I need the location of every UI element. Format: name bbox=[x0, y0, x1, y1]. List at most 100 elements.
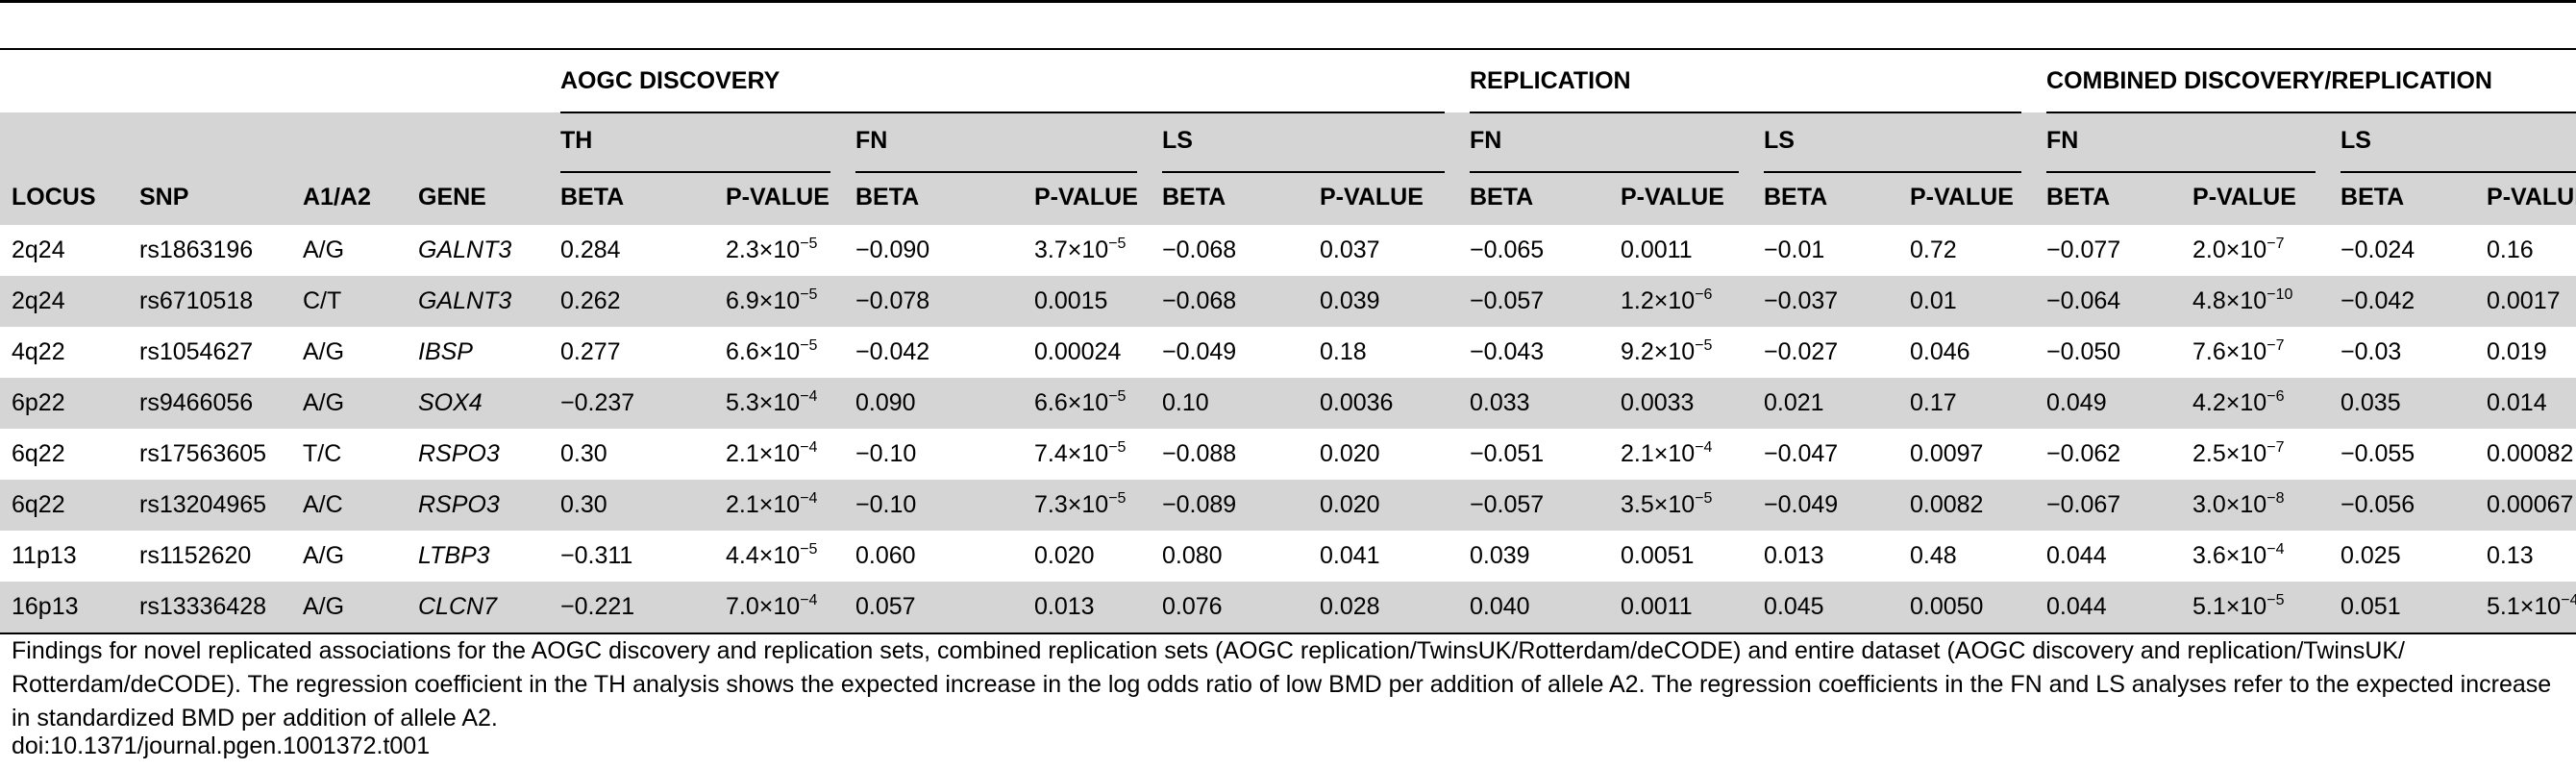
pvalue-exponent: −5 bbox=[1695, 490, 1713, 507]
table-cell: −0.049 bbox=[1151, 327, 1308, 378]
table-cell: IBSP bbox=[407, 327, 549, 378]
table-row: 11p13 rs1152620 A/G LTBP3 −0.311 4.4×10−5 0.06… bbox=[0, 531, 2576, 582]
table-cell: A/G bbox=[291, 531, 407, 582]
table-cell: −0.03 bbox=[2329, 327, 2476, 378]
sub-header-th: TH bbox=[560, 127, 844, 173]
table-cell: 0.284 bbox=[549, 225, 714, 276]
table-cell: 6q22 bbox=[0, 429, 128, 480]
table-cell: 2q24 bbox=[0, 225, 128, 276]
table-cell: 4.4×10−5 bbox=[714, 531, 844, 582]
table-cell: 0.033 bbox=[1458, 378, 1609, 429]
table-cell: 0.00024 bbox=[1023, 327, 1151, 378]
pvalue-mantissa: 2.1 bbox=[726, 491, 759, 518]
table-cell: −0.047 bbox=[1752, 429, 1898, 480]
table-cell: −0.221 bbox=[549, 582, 714, 633]
table-cell: 0.16 bbox=[2475, 225, 2576, 276]
pvalue-exponent: −5 bbox=[800, 236, 818, 252]
table-cell: 0.00067 bbox=[2475, 480, 2576, 531]
table-cell: 2.0×10−7 bbox=[2181, 225, 2330, 276]
table-cell: 6.6×10−5 bbox=[1023, 378, 1151, 429]
table-cell: −0.10 bbox=[844, 429, 1023, 480]
table-cell: −0.237 bbox=[549, 378, 714, 429]
results-table: AOGC DISCOVERY REPLICATION COMBINED DISC… bbox=[0, 50, 2576, 633]
table-cell: −0.077 bbox=[2035, 225, 2182, 276]
pvalue-mantissa: 4.4 bbox=[726, 542, 759, 569]
pvalue-mantissa: 4.8 bbox=[2192, 287, 2226, 314]
table-cell: 0.00082 bbox=[2475, 429, 2576, 480]
pvalue-mantissa: 2.1 bbox=[1621, 440, 1654, 467]
pvalue-mantissa: 3.7 bbox=[1034, 236, 1068, 263]
table-cell: −0.078 bbox=[844, 276, 1023, 327]
table-cell: −0.089 bbox=[1151, 480, 1308, 531]
table-cell: 0.18 bbox=[1308, 327, 1458, 378]
table-cell: −0.01 bbox=[1752, 225, 1898, 276]
table-cell: 0.045 bbox=[1752, 582, 1898, 633]
column-header-snp: SNP bbox=[128, 169, 291, 225]
table-cell: rs1054627 bbox=[128, 327, 291, 378]
table-cell: 0.037 bbox=[1308, 225, 1458, 276]
table-cell: 0.039 bbox=[1458, 531, 1609, 582]
table-footnote: Findings for novel replicated associatio… bbox=[12, 637, 2552, 732]
pvalue-mantissa: 3.5 bbox=[1621, 491, 1654, 518]
table-cell: −0.068 bbox=[1151, 276, 1308, 327]
pvalue-exponent: −6 bbox=[2266, 388, 2285, 405]
sub-header-ls: LS bbox=[1764, 127, 2035, 173]
table-row: 2q24 rs6710518 C/T GALNT3 0.262 6.9×10−5 −0.07… bbox=[0, 276, 2576, 327]
table-cell: A/C bbox=[291, 480, 407, 531]
table-cell: 0.019 bbox=[2475, 327, 2576, 378]
table-cell: A/G bbox=[291, 582, 407, 633]
column-header-a1-a2: A1/A2 bbox=[291, 169, 407, 225]
table-cell: 0.041 bbox=[1308, 531, 1458, 582]
sub-header-ls: LS bbox=[2341, 127, 2576, 173]
table-cell: −0.068 bbox=[1151, 225, 1308, 276]
column-header-beta: BETA bbox=[2035, 169, 2182, 225]
table-cell: 6.9×10−5 bbox=[714, 276, 844, 327]
table-cell: 4.8×10−10 bbox=[2181, 276, 2330, 327]
table-cell: −0.057 bbox=[1458, 276, 1609, 327]
table-cell: 0.0011 bbox=[1609, 582, 1752, 633]
table-cell: 0.020 bbox=[1308, 480, 1458, 531]
table-cell: T/C bbox=[291, 429, 407, 480]
pvalue-mantissa: 7.4 bbox=[1034, 440, 1068, 467]
pvalue-mantissa: 5.1 bbox=[2487, 593, 2520, 620]
table-cell: 7.3×10−5 bbox=[1023, 480, 1151, 531]
table-cell: RSPO3 bbox=[407, 480, 549, 531]
pvalue-exponent: −8 bbox=[2266, 490, 2285, 507]
table-cell: 0.039 bbox=[1308, 276, 1458, 327]
pvalue-exponent: −5 bbox=[1108, 439, 1127, 456]
doi-text: doi:10.1371/journal.pgen.1001372.t001 bbox=[12, 732, 431, 759]
table-top-rule bbox=[0, 48, 2576, 50]
pvalue-mantissa: 3.0 bbox=[2192, 491, 2226, 518]
pvalue-mantissa: 6.6 bbox=[726, 338, 759, 365]
pvalue-exponent: −7 bbox=[2266, 439, 2285, 456]
pvalue-exponent: −5 bbox=[1108, 388, 1127, 405]
table-cell: −0.090 bbox=[844, 225, 1023, 276]
table-cell: −0.065 bbox=[1458, 225, 1609, 276]
pvalue-exponent: −5 bbox=[1108, 490, 1127, 507]
column-header-row: LOCUS SNP A1/A2 GENE BETA P-VALUE BETA P-VALUE B… bbox=[0, 169, 2576, 225]
table-cell: 2.3×10−5 bbox=[714, 225, 844, 276]
column-header-beta: BETA bbox=[2329, 169, 2476, 225]
table-cell: 0.01 bbox=[1898, 276, 2036, 327]
table-cell: 7.4×10−5 bbox=[1023, 429, 1151, 480]
table-cell: 3.7×10−5 bbox=[1023, 225, 1151, 276]
table-cell: rs13336428 bbox=[128, 582, 291, 633]
table-cell: 0.044 bbox=[2035, 531, 2182, 582]
group-header-aogc-discovery: AOGC DISCOVERY bbox=[560, 67, 1458, 113]
column-header-beta: BETA bbox=[549, 169, 714, 225]
table-cell: −0.055 bbox=[2329, 429, 2476, 480]
pvalue-exponent: −5 bbox=[800, 286, 818, 303]
table-cell: 3.0×10−8 bbox=[2181, 480, 2330, 531]
table-cell: 6.6×10−5 bbox=[714, 327, 844, 378]
table-cell: 0.72 bbox=[1898, 225, 2036, 276]
top-rule bbox=[0, 0, 2576, 3]
pvalue-exponent: −5 bbox=[1695, 337, 1713, 354]
pvalue-exponent: −4 bbox=[800, 490, 818, 507]
pvalue-exponent: −4 bbox=[2561, 592, 2576, 608]
pvalue-mantissa: 6.9 bbox=[726, 287, 759, 314]
table-cell: 0.013 bbox=[1752, 531, 1898, 582]
table-cell: −0.042 bbox=[844, 327, 1023, 378]
table-cell: 0.044 bbox=[2035, 582, 2182, 633]
table-cell: A/G bbox=[291, 225, 407, 276]
table-cell: 0.025 bbox=[2329, 531, 2476, 582]
